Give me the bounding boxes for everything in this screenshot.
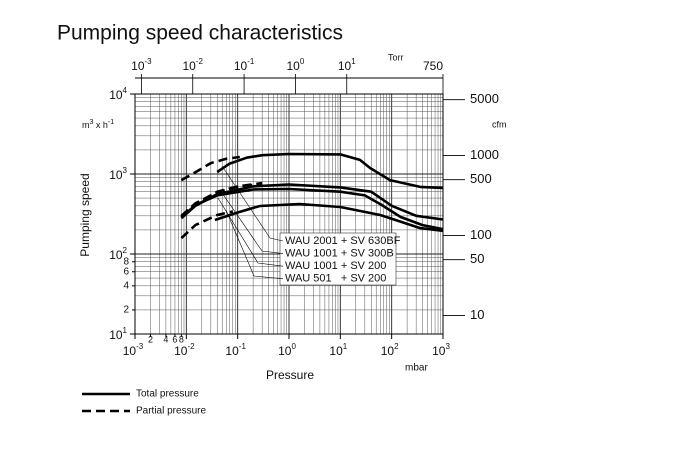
y-tick-label-sup: 3	[123, 166, 128, 175]
x2-tick-label: 101	[338, 57, 356, 73]
y-tick-label-base: 10	[109, 328, 123, 342]
y-tick-label-sup: 2	[123, 246, 128, 255]
y-minor-tick-label: 6	[123, 266, 129, 277]
legend-label: Partial pressure	[136, 406, 206, 417]
leader-line	[221, 165, 284, 242]
x2-tick-label-sup: 0	[300, 57, 305, 66]
y-minor-tick-label: 2	[123, 305, 129, 316]
x-tick-label: 10-2	[174, 342, 195, 358]
leader-line	[217, 197, 284, 267]
y-tick-label: 101	[109, 326, 127, 342]
x-tick-label-base: 10	[329, 344, 343, 358]
x-tick-label-sup: -2	[187, 342, 195, 351]
y-minor-tick-label: 4	[123, 280, 129, 291]
y-unit-base: m	[82, 120, 90, 130]
x-minor-tick-label: 6	[172, 334, 177, 344]
y2-tick-label: 10	[470, 307, 484, 322]
x-tick-label-sup: 1	[343, 342, 348, 351]
x2-tick-label-sup: -2	[196, 57, 204, 66]
x2-tick-label-base: 10	[287, 59, 301, 73]
x2-tick-label: 10-1	[234, 57, 255, 73]
y-tick-label-sup: 4	[123, 86, 128, 95]
x2-tick-label-base: 10	[338, 59, 352, 73]
y-tick-label-base: 10	[109, 88, 123, 102]
y2-tick-label: 50	[470, 251, 484, 266]
x2-tick-label-base: 10	[234, 59, 248, 73]
x2-tick-label-sup: 1	[351, 57, 356, 66]
leader-line	[219, 189, 284, 254]
x2-tick-label: 750	[423, 59, 443, 73]
y-tick-label-base: 10	[109, 168, 123, 182]
x2-tick-label-base: 10	[131, 59, 145, 73]
y2-tick-label: 1000	[470, 147, 499, 162]
y2-tick-label: 500	[470, 171, 492, 186]
x2-tick-label-base: 10	[183, 59, 197, 73]
x2-tick-label: 10-3	[131, 57, 152, 73]
x-tick-label: 103	[432, 342, 450, 358]
x-minor-tick-label: 2	[148, 334, 153, 344]
x-tick-label-base: 10	[174, 344, 188, 358]
y-minor-tick-label: 8	[123, 256, 129, 267]
x-tick-label-base: 10	[123, 344, 137, 358]
series-label: WAU 2001 + SV 630BF	[285, 235, 401, 247]
series-label: WAU 1001 + SV 200	[285, 260, 386, 272]
x-tick-label: 101	[329, 342, 347, 358]
x-tick-label-sup: 0	[291, 342, 296, 351]
x2-tick-label: 10-2	[183, 57, 204, 73]
series-label: WAU 501 + SV 200	[285, 273, 386, 285]
x-tick-label-sup: -3	[136, 342, 144, 351]
x-tick-label-base: 10	[225, 344, 239, 358]
x-axis-title: Pressure	[266, 368, 314, 382]
x-tick-label-base: 10	[381, 344, 395, 358]
y2-unit: cfm	[492, 119, 507, 129]
x-tick-label: 10-3	[123, 342, 144, 358]
x-tick-label-sup: 2	[394, 342, 399, 351]
x2-tick-label-sup: -3	[145, 57, 153, 66]
x-tick-label: 100	[278, 342, 296, 358]
y-tick-label-base: 10	[109, 248, 123, 262]
y-axis-title: Pumping speed	[78, 173, 92, 256]
y-unit-sup: 3	[90, 119, 94, 126]
series-line	[216, 152, 444, 190]
y-tick-label: 103	[109, 166, 127, 182]
x2-unit: Torr	[388, 52, 404, 62]
plot-frame	[134, 93, 444, 335]
legend-label: Total pressure	[136, 389, 199, 400]
x-tick-label-base: 10	[278, 344, 292, 358]
legend: Total pressure Partial pressure	[82, 389, 206, 417]
x-minor-tick-label: 8	[179, 334, 184, 344]
y-unit-sup2: -1	[108, 119, 114, 126]
x2-tick-label: 100	[287, 57, 305, 73]
y-unit: m3 x h-1	[82, 119, 114, 131]
x-tick-label: 102	[381, 342, 399, 358]
x-tick-label-sup: 3	[445, 342, 450, 351]
lines	[180, 152, 444, 240]
series-line	[180, 155, 240, 182]
annotation-box	[279, 232, 397, 286]
y-tick-label-sup: 1	[123, 326, 128, 335]
series-line	[180, 187, 444, 231]
y-tick-label: 102	[109, 246, 127, 262]
y2-tick-label: 100	[470, 227, 492, 242]
series-line	[180, 210, 233, 240]
x-tick-label-base: 10	[432, 344, 446, 358]
y-unit-mid: x h	[93, 120, 108, 130]
y2-tick-label: 5000	[470, 91, 499, 106]
x-unit: mbar	[405, 363, 428, 374]
series-line	[214, 202, 444, 233]
x-tick-label-sup: -1	[239, 342, 247, 351]
x-tick-label: 10-1	[225, 342, 246, 358]
chart-title: Pumping speed characteristics	[57, 22, 343, 45]
series-line	[180, 182, 263, 217]
y-tick-label: 104	[109, 86, 127, 102]
x-minor-tick-label: 4	[163, 334, 168, 344]
series-label: WAU 1001 + SV 300B	[285, 248, 394, 260]
leader-line	[225, 209, 284, 280]
x2-tick-label-sup: -1	[247, 57, 255, 66]
